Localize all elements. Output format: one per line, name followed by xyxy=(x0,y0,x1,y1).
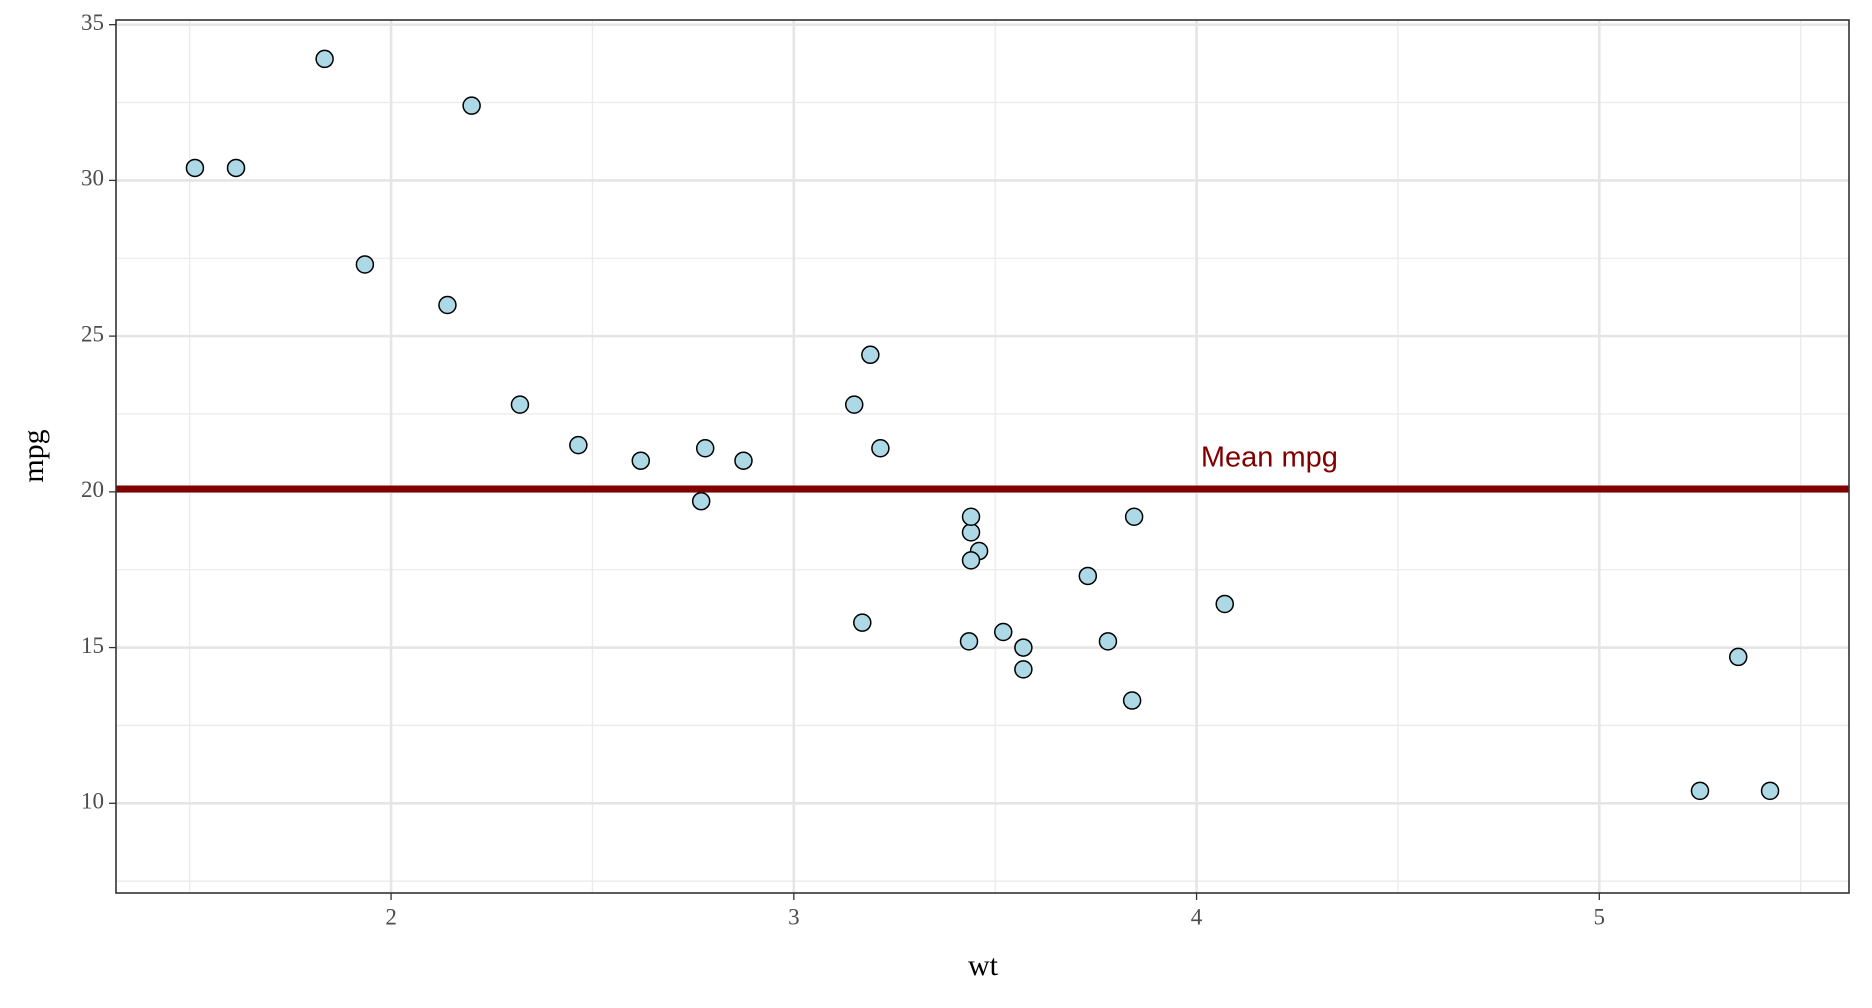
point xyxy=(355,255,375,274)
y-tick-label: 10 xyxy=(81,789,104,814)
point xyxy=(1014,660,1033,679)
panel-border xyxy=(115,19,1850,894)
point xyxy=(1760,781,1780,801)
point xyxy=(959,632,979,651)
point xyxy=(853,613,872,632)
y-tick-label: 20 xyxy=(81,477,104,502)
point xyxy=(691,491,711,511)
point xyxy=(695,438,715,458)
point xyxy=(1728,647,1748,667)
point xyxy=(1122,691,1142,710)
point xyxy=(993,622,1013,642)
point xyxy=(569,435,588,455)
x-axis-title: wt xyxy=(968,949,999,982)
y-tick-label: 25 xyxy=(81,321,104,346)
point xyxy=(961,551,981,570)
annotation: Mean mpg xyxy=(1201,442,1338,474)
point xyxy=(438,295,457,315)
point xyxy=(631,451,651,470)
point xyxy=(1124,507,1144,527)
point xyxy=(1078,566,1098,586)
point xyxy=(961,523,981,542)
point xyxy=(1690,781,1710,801)
point xyxy=(510,395,530,414)
point xyxy=(961,507,981,527)
point xyxy=(185,158,205,178)
point xyxy=(226,158,246,178)
point xyxy=(1014,638,1033,657)
x-tick-label: 2 xyxy=(385,904,397,929)
point xyxy=(844,395,864,414)
x-tick-label: 5 xyxy=(1594,904,1606,929)
point xyxy=(315,49,334,69)
y-axis-title: mpg xyxy=(17,429,50,482)
x-tick-label: 3 xyxy=(788,904,800,929)
point xyxy=(1215,594,1234,614)
x-tick-label: 4 xyxy=(1191,904,1203,929)
point xyxy=(1098,632,1118,651)
point xyxy=(861,345,880,365)
point xyxy=(871,438,890,458)
y-tick-label: 15 xyxy=(81,633,104,658)
y-tick-label: 35 xyxy=(81,10,104,35)
point xyxy=(462,96,481,115)
point xyxy=(734,451,753,470)
y-tick-label: 30 xyxy=(81,166,104,191)
